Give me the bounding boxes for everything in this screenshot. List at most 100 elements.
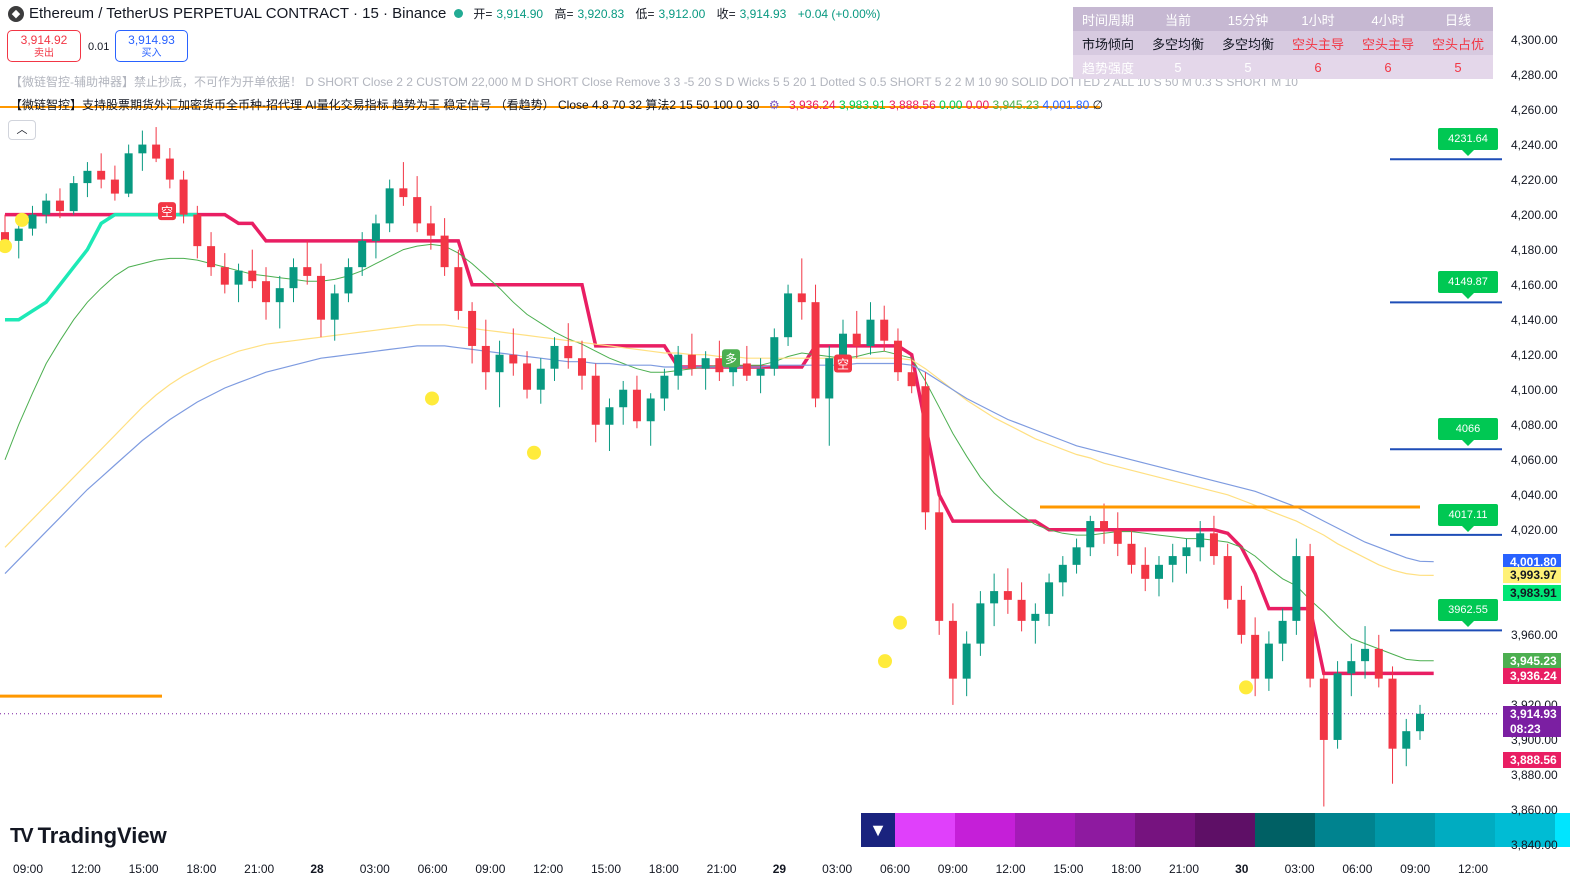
indicator-legend-1[interactable]: 【微链智控-辅助神器】禁止抄底，不可作为开单依据！ D SHORT Close …: [10, 75, 1298, 89]
signal-marker: [834, 354, 852, 373]
candle-body: [220, 267, 229, 285]
signal-dot: [425, 391, 439, 406]
overlay-ma-green: [4, 243, 1434, 662]
candle-body: [468, 310, 477, 346]
strip-segment: [1135, 813, 1195, 847]
sell-button[interactable]: 3,914.92 卖出: [7, 30, 81, 62]
strip-segment: [1555, 813, 1570, 847]
candle-body: [344, 267, 353, 294]
candle-body: [440, 235, 449, 268]
candle-body: [454, 267, 463, 311]
symbol-title[interactable]: Ethereum / TetherUS PERPETUAL CONTRACT ·…: [29, 5, 447, 22]
price-tick: 3,880.00: [1511, 767, 1558, 782]
candle-body: [811, 302, 820, 399]
candle-body: [495, 354, 504, 373]
candle-body: [797, 293, 806, 303]
candle-body: [770, 337, 779, 369]
tradingview-mark-icon: TV: [10, 824, 34, 847]
table-cell: 空头主导: [1283, 31, 1353, 55]
candle-body: [179, 179, 188, 215]
candle-body: [165, 158, 174, 180]
tradingview-logo[interactable]: TV TradingView: [10, 823, 167, 848]
candle-body: [742, 363, 751, 376]
time-tick: 03:00: [359, 862, 390, 876]
price-tick: 3,960.00: [1511, 627, 1558, 642]
signal-dot: [878, 654, 892, 669]
candle-body: [303, 267, 312, 276]
table-cell: 空头主导: [1353, 31, 1423, 55]
price-tick: 3,860.00: [1511, 802, 1558, 817]
candle-body: [83, 170, 92, 184]
overlay-trend-red: [5, 212, 1434, 676]
table-cell: 4小时: [1353, 7, 1423, 31]
candle-body: [674, 354, 683, 376]
table-cell: 市场倾向: [1073, 31, 1143, 55]
candle-body: [69, 183, 78, 212]
candle-body: [701, 358, 710, 369]
candle-body: [1058, 564, 1067, 583]
market-open-dot-icon: [454, 9, 464, 18]
candle-body: [371, 223, 380, 241]
candle-body: [523, 363, 532, 390]
strip-segment: [1495, 813, 1555, 847]
indicator-settings-icon[interactable]: ⚙: [768, 98, 780, 112]
candle-body: [28, 214, 37, 229]
time-tick: 18:00: [648, 862, 679, 876]
candle-body: [962, 643, 971, 679]
candle-body: [1306, 556, 1315, 679]
ohlc-open: 开= 3,914.90: [473, 7, 544, 21]
candle-body: [1292, 556, 1301, 621]
table-cell: 6: [1283, 55, 1353, 79]
time-tick: 06:00: [879, 862, 911, 876]
level-label: 4231.64: [1438, 128, 1498, 157]
candle-body: [1347, 661, 1356, 674]
indicator-legend-2[interactable]: 【微链智控】支持股票期货外汇加密货币全币种-招代理 AI量化交易指标 趋势为王 …: [10, 98, 1104, 112]
ohlc-change: +0.04 (+0.00%): [797, 7, 881, 21]
time-tick: 12:00: [995, 862, 1026, 876]
price-tick: 4,180.00: [1511, 242, 1558, 257]
collapse-legend-button[interactable]: ︿: [8, 120, 36, 140]
time-tick: 18:00: [186, 862, 217, 876]
candle-body: [605, 407, 614, 425]
level-label: 3962.55: [1438, 599, 1498, 628]
candle-body: [784, 293, 793, 338]
ohlc-close: 收= 3,914.93: [716, 7, 787, 21]
buy-button[interactable]: 3,914.93 买入: [115, 30, 188, 62]
candle-body: [632, 389, 641, 422]
price-tick: 4,100.00: [1511, 382, 1558, 397]
signal-dot: [1239, 680, 1253, 695]
time-tick: 12:00: [533, 862, 564, 876]
candle-body: [234, 270, 243, 285]
time-tick: 06:00: [1342, 862, 1373, 876]
candle-body: [577, 358, 586, 376]
candle-body: [825, 358, 834, 399]
candle-body: [42, 200, 51, 215]
indicator-value: 0.00: [939, 98, 966, 112]
candle-body: [729, 363, 738, 373]
table-cell: 5: [1213, 55, 1283, 79]
signal-marker-label: 多: [725, 352, 737, 366]
candle-body: [413, 197, 422, 224]
level-label: 4017.11: [1438, 503, 1498, 532]
signal-marker-label: 空: [161, 205, 173, 219]
candle-body: [1251, 634, 1260, 679]
strip-segment: [1075, 813, 1135, 847]
candle-body: [1237, 599, 1246, 635]
price-label: 3,936.24: [1503, 668, 1561, 685]
time-tick: 18:00: [1111, 862, 1142, 876]
strip-segment: [1315, 813, 1375, 847]
table-cell: 15分钟: [1213, 7, 1283, 31]
level-label: 4066: [1438, 418, 1498, 447]
green-support-line: [5, 212, 198, 322]
time-tick: 21:00: [1168, 862, 1200, 876]
candle-body: [385, 188, 394, 224]
price-tick: 4,220.00: [1511, 172, 1558, 187]
price-label: 3,888.56: [1503, 751, 1561, 768]
time-tick: 21:00: [706, 862, 737, 876]
strip-segment: ▼: [861, 813, 895, 847]
table-cell: 当前: [1143, 7, 1213, 31]
price-tick: 4,120.00: [1511, 347, 1558, 362]
indicator-value: 3,888.56: [889, 98, 940, 112]
candle-body: [619, 389, 628, 408]
